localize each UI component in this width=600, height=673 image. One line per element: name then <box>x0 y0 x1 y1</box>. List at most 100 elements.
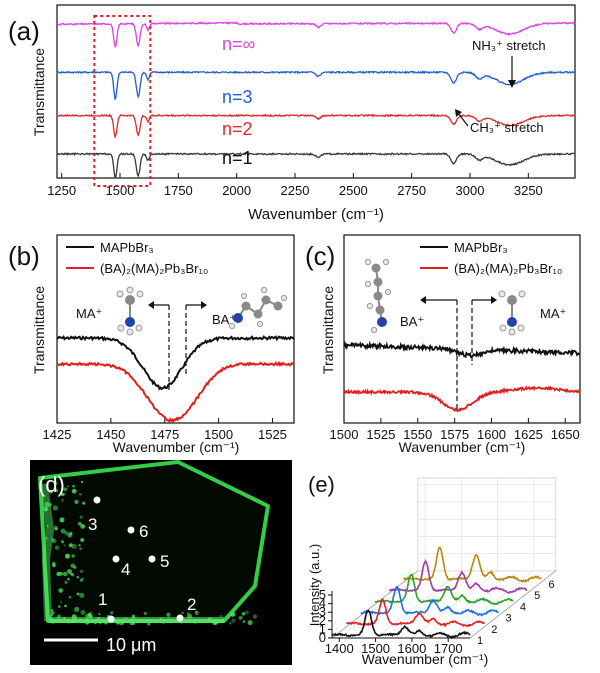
panel-a-series <box>56 21 576 180</box>
speckle-dot <box>247 620 253 626</box>
speckle-dot <box>67 569 72 574</box>
speckle-dot <box>161 621 165 625</box>
speckle-dot <box>116 621 120 625</box>
speckle-dot <box>80 610 86 615</box>
point-5-label: 5 <box>160 552 169 571</box>
panel-c-line-1 <box>343 385 581 413</box>
panel-e-ytick-label: 0 <box>319 630 326 645</box>
panel-e-depth-label: 1 <box>477 635 483 647</box>
panel-a: (a) Transmittance Wavenumber (cm⁻¹) 1250… <box>8 4 576 223</box>
speckle-dot <box>49 489 53 494</box>
point-2-label: 2 <box>187 595 196 614</box>
speckle-dot <box>245 610 249 615</box>
panel-c: (c) Transmittance Wavenumber (cm⁻¹) 1500… <box>305 234 581 455</box>
series-label-n1: n=1 <box>222 148 253 168</box>
panel-a-line-3 <box>56 152 576 180</box>
panel-e-depth-label: 2 <box>491 624 497 636</box>
speckle-dot <box>62 571 68 577</box>
panel-b-xtick-label: 1450 <box>96 427 125 442</box>
speckle-dot <box>70 563 76 569</box>
label-c-ma: MA⁺ <box>540 306 566 321</box>
speckle-dot <box>110 611 114 615</box>
speckle-dot <box>54 527 58 531</box>
arrow-c-left-head <box>420 296 426 304</box>
panel-a-line-1 <box>56 70 575 101</box>
panel-b-xtick-label: 1525 <box>258 427 287 442</box>
speckle-dot <box>63 487 68 492</box>
speckle-dot <box>71 488 77 494</box>
speckle-dot <box>219 614 223 618</box>
speckle-dot <box>241 611 246 616</box>
panel-e-floor-gridline <box>448 570 535 639</box>
panel-e-ytick-label: 3 <box>319 604 326 619</box>
speckle-dot <box>79 569 84 574</box>
speckle-dot <box>64 604 67 608</box>
panel-e-line-4 <box>374 573 514 606</box>
point-6-marker <box>127 526 135 534</box>
panel-e-xtick-label: 1600 <box>397 641 426 656</box>
speckle-dot <box>52 505 59 511</box>
panel-e-xtick-label: 1400 <box>325 641 354 656</box>
speckle-dot <box>238 615 243 620</box>
speckle-dot <box>49 503 53 506</box>
panel-e-depth-axis-left <box>331 570 419 639</box>
annotation-ch3-stretch: CH₃⁺ stretch <box>470 120 544 135</box>
panel-e-ytick-label: 5 <box>319 587 326 602</box>
point-4-marker <box>112 555 120 563</box>
panel-e-line-2 <box>346 597 486 628</box>
panel-c-xtick-label: 1525 <box>366 427 395 442</box>
panel-c-ylabel: Transmittance <box>320 286 336 374</box>
point-5-marker <box>148 555 156 563</box>
speckle-dot <box>74 499 79 504</box>
panel-c-xtick-label: 1650 <box>551 427 580 442</box>
speckle-dot <box>51 561 56 566</box>
panel-e-label: (e) <box>308 472 335 497</box>
speckle-dot <box>71 614 77 620</box>
panel-c-xlabel: Wavenumber (cm⁻¹) <box>399 439 526 455</box>
speckle-dot <box>76 592 80 596</box>
panel-d: (d) 3 6 4 5 1 2 10 μm <box>30 460 292 665</box>
speckle-dot <box>71 573 75 577</box>
panel-e-xlabel: Wavenumber (cm⁻¹) <box>362 651 489 667</box>
speckle-dot <box>187 612 190 615</box>
speckle-dot <box>87 614 92 619</box>
speckle-dot <box>61 498 65 502</box>
point-3-label: 3 <box>88 515 97 534</box>
panel-b-series <box>56 334 295 424</box>
panel-c-xtick-label: 1550 <box>403 427 432 442</box>
panel-e-line-1 <box>331 609 471 640</box>
speckle-dot <box>44 536 48 541</box>
speckle-dot <box>78 544 81 547</box>
speckle-dot <box>67 620 71 624</box>
speckle-dot <box>131 614 136 618</box>
panel-a-xtick-label: 1500 <box>106 183 135 198</box>
panel-a-xtick-label: 2000 <box>222 183 251 198</box>
speckle-dot <box>213 620 218 625</box>
panel-e-depth-label: 3 <box>506 613 512 625</box>
series-label-n2: n=2 <box>222 119 253 139</box>
annotation-ch3-arrow <box>455 109 462 117</box>
panel-a-xtick-label: 3000 <box>456 183 485 198</box>
panel-a-xtick-label: 1750 <box>164 183 193 198</box>
speckle-dot <box>50 609 54 612</box>
panel-b-ylabel: Transmittance <box>31 286 47 374</box>
speckle-dot <box>143 611 148 616</box>
panel-a-line-0 <box>56 21 576 48</box>
speckle-dot <box>80 480 84 484</box>
point-1-label: 1 <box>98 590 107 609</box>
speckle-dot <box>51 620 55 624</box>
arrows-c <box>420 296 497 410</box>
speckle-dot <box>77 618 82 623</box>
panel-b-xtick-label: 1500 <box>204 427 233 442</box>
speckle-dot <box>147 622 151 626</box>
speckle-dot <box>123 616 128 621</box>
panel-a-ticks: 1250 1500 1750 2000 2250 2500 2750 3000 3250 <box>47 173 543 198</box>
speckle-dot <box>47 618 53 624</box>
panel-c-frame <box>343 234 581 424</box>
panel-e-series <box>331 546 542 640</box>
panel-e-line-5 <box>388 558 528 594</box>
panel-e-depth-label: 6 <box>548 579 554 591</box>
